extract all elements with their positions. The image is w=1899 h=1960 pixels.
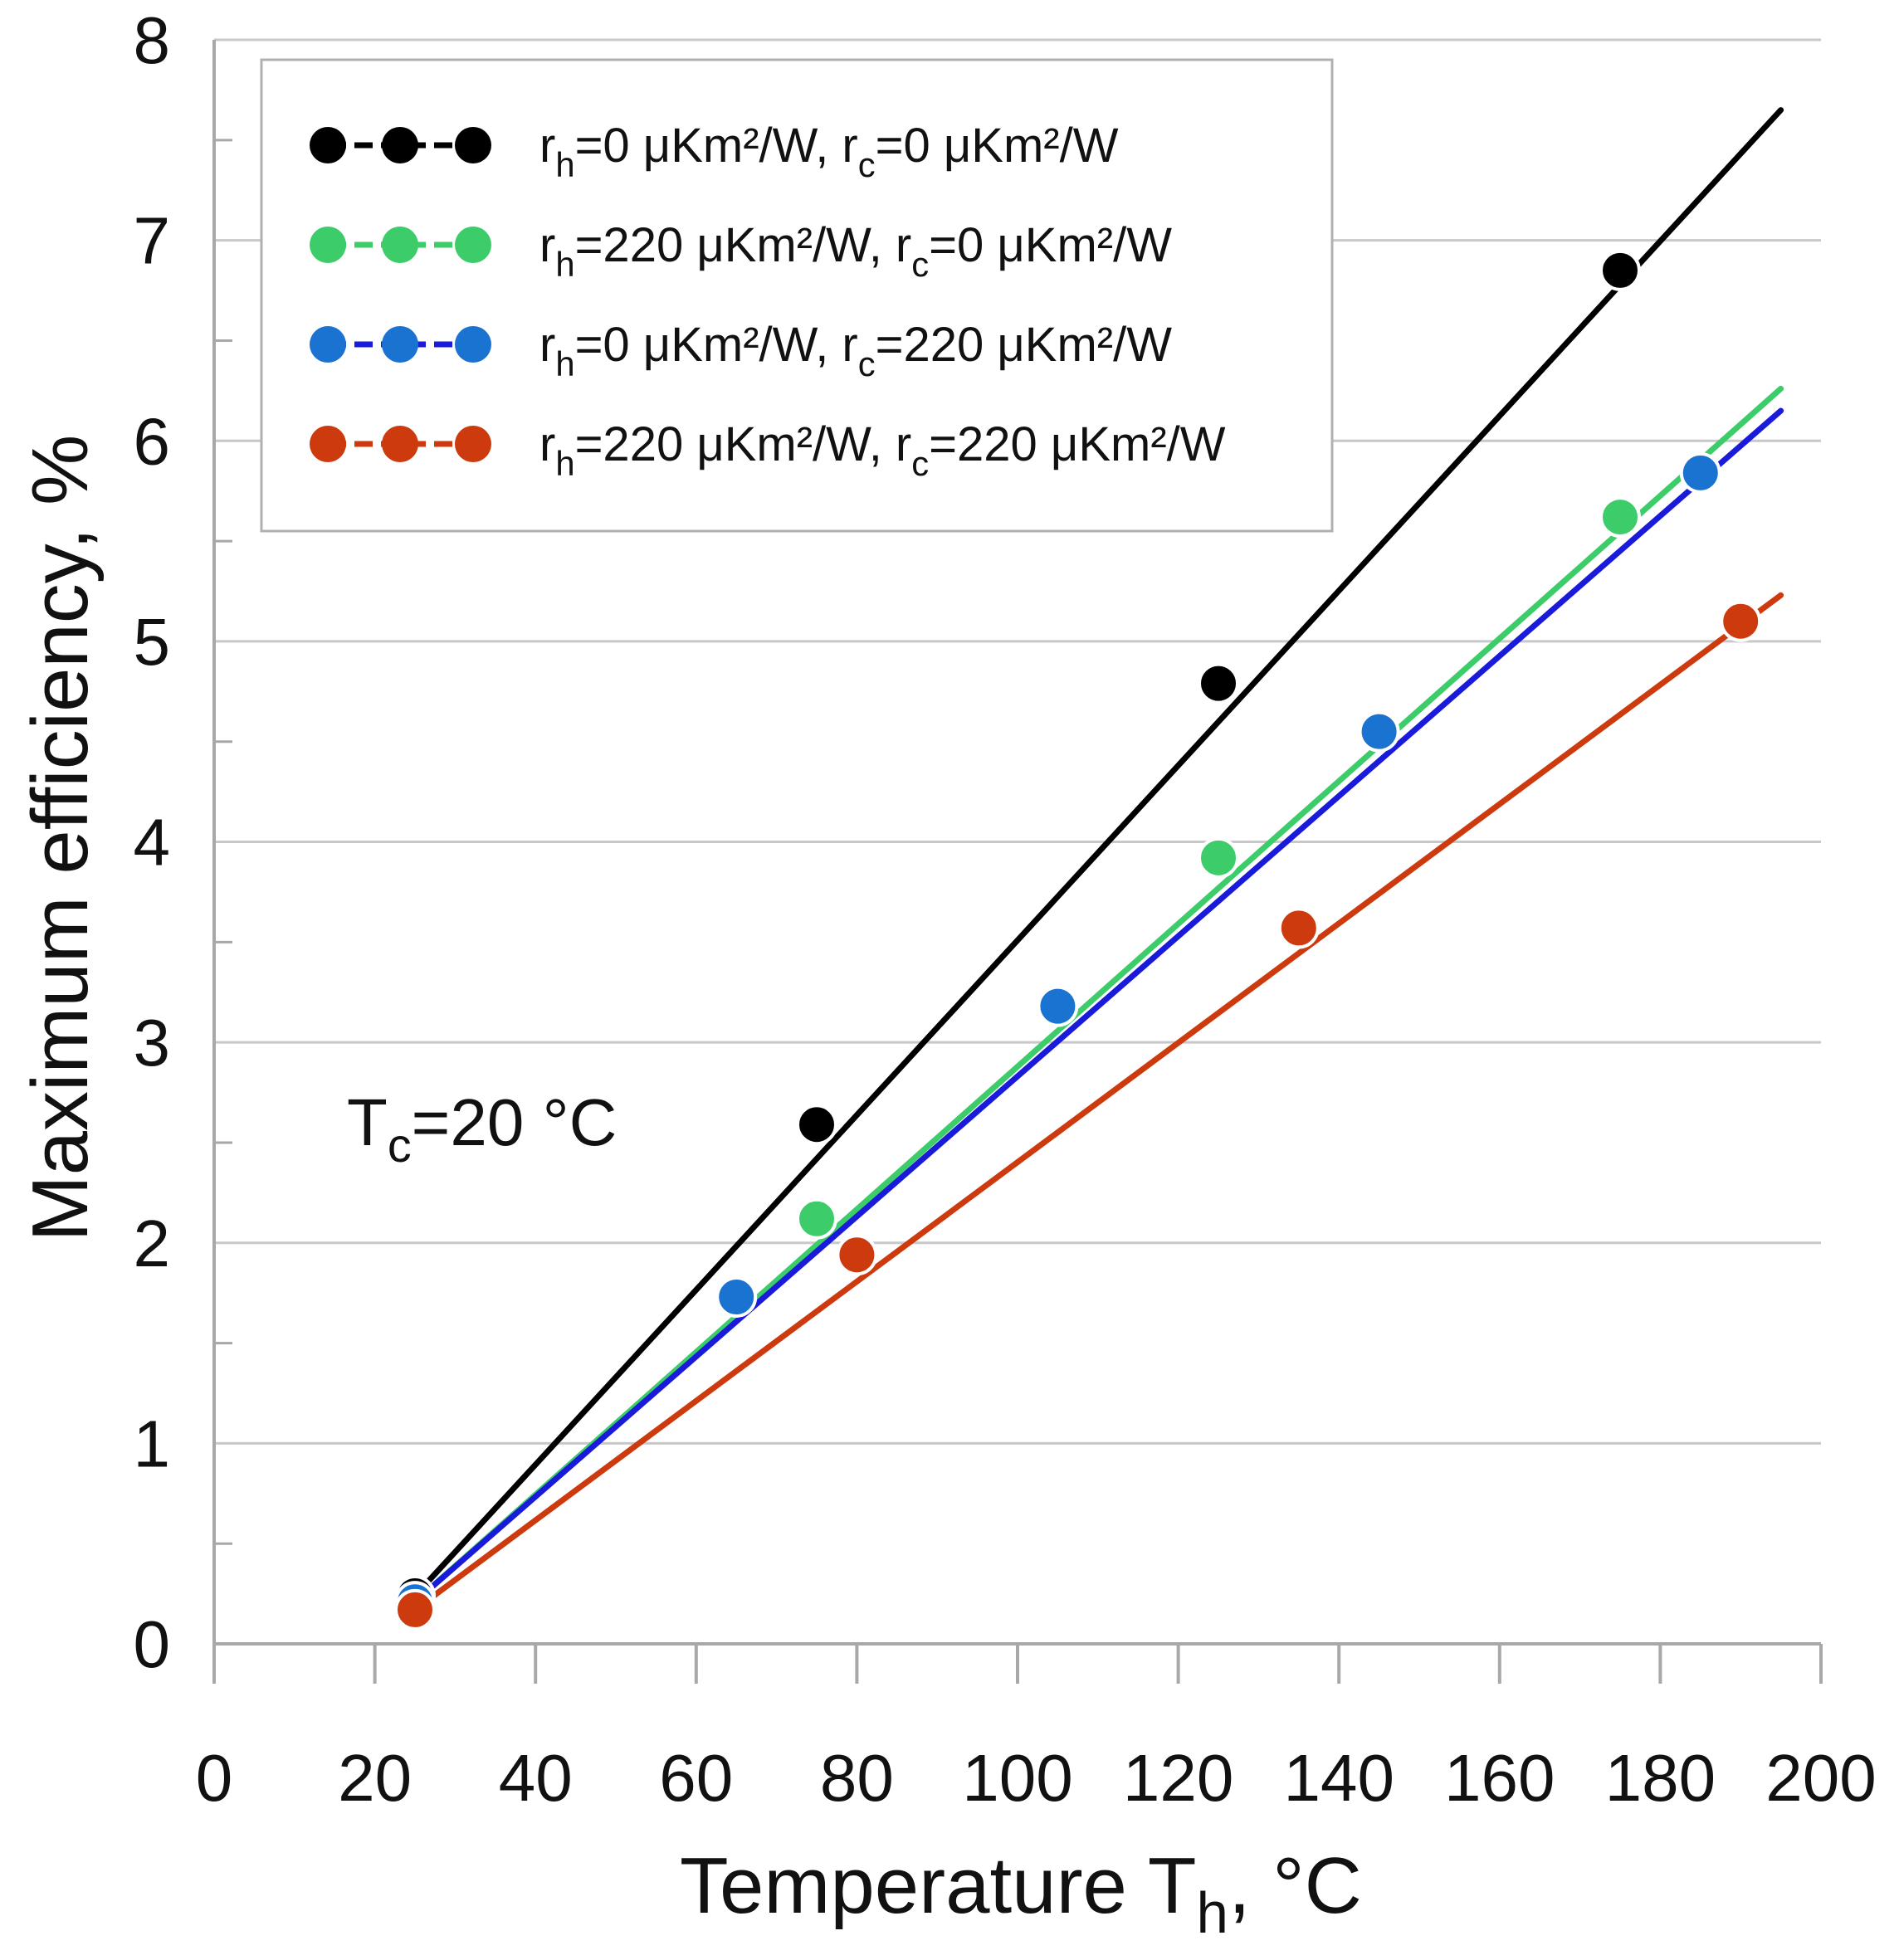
series-3-marker (1679, 451, 1721, 494)
series-4-marker (836, 1234, 878, 1276)
legend-marker (455, 326, 491, 363)
y-tick-label: 7 (134, 204, 171, 278)
series-3-marker (715, 1275, 758, 1318)
series-line-4 (412, 592, 1784, 1613)
x-tick-label: 80 (820, 1741, 894, 1815)
y-tick-label: 0 (134, 1607, 171, 1681)
series-4-marker (394, 1588, 436, 1631)
y-tick-label: 5 (134, 605, 171, 679)
legend-item-1: rh=0 μKm²/W, rc=0 μKm²/W (310, 119, 1119, 184)
legend: rh=0 μKm²/W, rc=0 μKm²/W rh=220 μKm²/W, r… (260, 58, 1334, 533)
y-axis-title: Maximum efficiency, % (16, 435, 105, 1242)
x-tick-label: 60 (659, 1741, 733, 1815)
axes (212, 40, 1823, 1684)
x-tick-label: 100 (962, 1741, 1072, 1815)
legend-label: rh=0 μKm²/W, rc=0 μKm²/W (539, 119, 1119, 184)
series-1-marker (1599, 249, 1641, 291)
series-2-marker (796, 1197, 837, 1240)
series-lines (412, 107, 1784, 1613)
legend-label: rh=0 μKm²/W, rc=220 μKm²/W (539, 318, 1172, 383)
x-axis-title: Temperature Th, °C (680, 1841, 1362, 1945)
y-tick-label: 2 (134, 1207, 171, 1280)
x-tick-label: 20 (338, 1741, 412, 1815)
x-tick-label: 160 (1444, 1741, 1555, 1815)
legend-marker (382, 326, 418, 363)
series-1-marker (1198, 662, 1239, 705)
y-tick-label: 3 (134, 1006, 171, 1080)
legend-marker (455, 127, 491, 163)
series-line-1 (412, 107, 1784, 1599)
legend-item-4: rh=220 μKm²/W, rc=220 μKm²/W (310, 417, 1226, 483)
y-tick-label: 6 (134, 404, 171, 478)
legend-item-2: rh=220 μKm²/W, rc=0 μKm²/W (310, 218, 1172, 284)
x-tick-label: 120 (1123, 1741, 1233, 1815)
legend-marker (382, 227, 418, 263)
x-tick-label: 0 (196, 1741, 233, 1815)
legend-marker (382, 426, 418, 462)
legend-marker (310, 127, 346, 163)
legend-label: rh=220 μKm²/W, rc=0 μKm²/W (539, 218, 1172, 284)
legend-box (260, 58, 1334, 533)
legend-marker (310, 426, 346, 462)
x-tick-label: 40 (499, 1741, 573, 1815)
x-tick-labels: 0 20 40 60 80 100 120 140 160 180 200 (196, 1741, 1877, 1815)
series-3-marker (1358, 710, 1400, 753)
x-tick-label: 180 (1605, 1741, 1716, 1815)
legend-label: rh=220 μKm²/W, rc=220 μKm²/W (539, 417, 1226, 483)
legend-marker (310, 227, 346, 263)
legend-marker (455, 227, 491, 263)
x-tick-label: 200 (1765, 1741, 1876, 1815)
legend-item-3: rh=0 μKm²/W, rc=220 μKm²/W (310, 318, 1172, 383)
series-line-3 (412, 407, 1784, 1605)
series-1-marker (796, 1104, 837, 1146)
annotation-text: Tc=20 °C (347, 1085, 617, 1173)
series-3-marker (1037, 985, 1079, 1027)
y-tick-label: 8 (134, 3, 171, 77)
series-2-marker (1599, 496, 1641, 539)
y-tick-label: 4 (134, 806, 171, 880)
series-2-marker (1198, 836, 1239, 879)
series-markers (394, 249, 1762, 1631)
series-4-marker (1277, 907, 1320, 949)
legend-marker (310, 326, 346, 363)
y-tick-labels: 0 1 2 3 4 5 6 7 8 (134, 3, 171, 1681)
y-tick-label: 1 (134, 1407, 171, 1480)
series-4-marker (1720, 600, 1762, 642)
annotation-tc: Tc=20 °C (347, 1085, 617, 1173)
legend-marker (382, 127, 418, 163)
x-tick-label: 140 (1283, 1741, 1394, 1815)
legend-marker (455, 426, 491, 462)
